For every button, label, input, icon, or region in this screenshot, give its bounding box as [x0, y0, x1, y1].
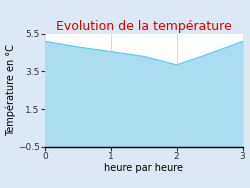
X-axis label: heure par heure: heure par heure	[104, 163, 183, 173]
Title: Evolution de la température: Evolution de la température	[56, 20, 232, 33]
Y-axis label: Température en °C: Température en °C	[6, 44, 16, 136]
